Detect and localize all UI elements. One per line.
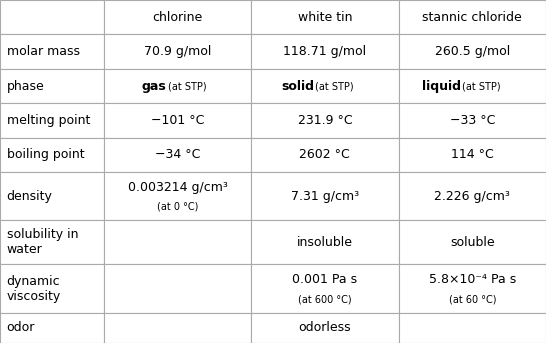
Text: solid: solid xyxy=(281,80,314,93)
Text: chlorine: chlorine xyxy=(152,11,203,24)
Bar xyxy=(251,138,399,172)
Bar xyxy=(399,264,546,313)
Bar xyxy=(399,221,546,264)
Text: 2.226 g/cm³: 2.226 g/cm³ xyxy=(435,190,510,203)
Text: white tin: white tin xyxy=(298,11,352,24)
Bar xyxy=(0,69,104,103)
Text: 5.8×10⁻⁴ Pa s: 5.8×10⁻⁴ Pa s xyxy=(429,273,516,286)
Text: (at STP): (at STP) xyxy=(168,81,206,91)
Text: 7.31 g/cm³: 7.31 g/cm³ xyxy=(291,190,359,203)
Bar xyxy=(399,69,546,103)
Bar xyxy=(399,103,546,138)
Text: 231.9 °C: 231.9 °C xyxy=(298,114,352,127)
Text: −33 °C: −33 °C xyxy=(449,114,495,127)
Text: 114 °C: 114 °C xyxy=(451,149,494,162)
Bar xyxy=(251,69,399,103)
Text: (at 60 °C): (at 60 °C) xyxy=(449,294,496,304)
Text: 0.003214 g/cm³: 0.003214 g/cm³ xyxy=(128,181,227,194)
Text: odor: odor xyxy=(7,321,35,334)
Bar xyxy=(399,34,546,69)
Text: 0.001 Pa s: 0.001 Pa s xyxy=(292,273,358,286)
Bar xyxy=(104,264,251,313)
Text: 260.5 g/mol: 260.5 g/mol xyxy=(435,45,510,58)
Text: melting point: melting point xyxy=(7,114,90,127)
Bar xyxy=(104,69,251,103)
Text: liquid: liquid xyxy=(423,80,461,93)
Bar xyxy=(251,0,399,34)
Text: boiling point: boiling point xyxy=(7,149,84,162)
Bar xyxy=(0,313,104,343)
Text: (at 600 °C): (at 600 °C) xyxy=(298,294,352,304)
Text: (at STP): (at STP) xyxy=(315,81,354,91)
Bar xyxy=(399,0,546,34)
Text: molar mass: molar mass xyxy=(7,45,80,58)
Text: −34 °C: −34 °C xyxy=(155,149,200,162)
Bar xyxy=(251,34,399,69)
Bar xyxy=(0,34,104,69)
Text: stannic chloride: stannic chloride xyxy=(423,11,522,24)
Bar xyxy=(0,264,104,313)
Bar xyxy=(399,313,546,343)
Bar xyxy=(251,264,399,313)
Bar xyxy=(251,103,399,138)
Text: soluble: soluble xyxy=(450,236,495,249)
Bar xyxy=(251,221,399,264)
Text: 118.71 g/mol: 118.71 g/mol xyxy=(283,45,366,58)
Bar xyxy=(251,172,399,221)
Bar xyxy=(104,221,251,264)
Text: 2602 °C: 2602 °C xyxy=(300,149,350,162)
Text: insoluble: insoluble xyxy=(297,236,353,249)
Bar xyxy=(399,172,546,221)
Text: solubility in
water: solubility in water xyxy=(7,228,78,257)
Bar xyxy=(104,103,251,138)
Text: (at STP): (at STP) xyxy=(462,81,501,91)
Bar xyxy=(399,138,546,172)
Bar xyxy=(251,313,399,343)
Bar xyxy=(104,0,251,34)
Text: −101 °C: −101 °C xyxy=(151,114,204,127)
Bar xyxy=(104,313,251,343)
Text: odorless: odorless xyxy=(299,321,351,334)
Text: 70.9 g/mol: 70.9 g/mol xyxy=(144,45,211,58)
Bar xyxy=(0,103,104,138)
Bar xyxy=(104,138,251,172)
Bar xyxy=(0,138,104,172)
Bar xyxy=(0,221,104,264)
Text: dynamic
viscosity: dynamic viscosity xyxy=(7,275,61,303)
Bar xyxy=(104,172,251,221)
Text: (at 0 °C): (at 0 °C) xyxy=(157,202,198,212)
Text: density: density xyxy=(7,190,52,203)
Bar xyxy=(0,0,104,34)
Text: gas: gas xyxy=(142,80,167,93)
Text: phase: phase xyxy=(7,80,44,93)
Bar xyxy=(104,34,251,69)
Bar xyxy=(0,172,104,221)
